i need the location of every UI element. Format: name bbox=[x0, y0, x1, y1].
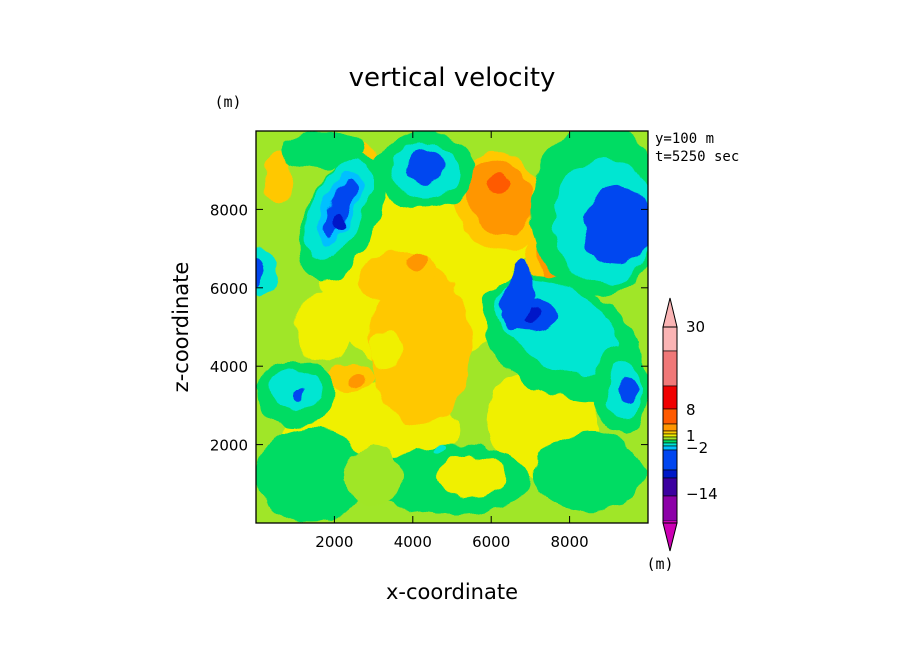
colorbar-label-0: 30 bbox=[686, 318, 705, 336]
y-axis-label: z-coordinate bbox=[169, 262, 193, 393]
colorbar-segment-11 bbox=[662, 423, 678, 432]
contour-region-5 bbox=[369, 268, 472, 425]
contour-region-46 bbox=[436, 456, 507, 496]
colorbar-segment-12 bbox=[662, 408, 678, 425]
colorbar-arrow-bottom bbox=[662, 522, 678, 552]
contour-region-33 bbox=[503, 260, 534, 331]
colorbar-segment-14 bbox=[662, 350, 678, 387]
x-tick-label-2: 6000 bbox=[472, 533, 510, 551]
colorbar-label-1: 8 bbox=[686, 401, 696, 419]
colorbar-segment-4 bbox=[662, 449, 678, 471]
contour-region-16 bbox=[265, 150, 294, 206]
colorbar-segment-13 bbox=[662, 385, 678, 410]
contour-region-48 bbox=[295, 291, 351, 363]
y-tick-label-3: 8000 bbox=[210, 201, 248, 219]
colorbar-segment-8 bbox=[662, 436, 678, 441]
contour-region-11 bbox=[466, 159, 532, 236]
colorbar-label-4: −14 bbox=[686, 485, 718, 503]
contour-region-12 bbox=[488, 172, 510, 192]
contour-region-47 bbox=[369, 330, 402, 371]
colorbar-segment-10 bbox=[662, 430, 678, 435]
colorbar-segment-0 bbox=[663, 521, 677, 523]
contour-fill bbox=[256, 131, 648, 523]
contour-region-22 bbox=[332, 211, 345, 231]
chart-title: vertical velocity bbox=[349, 63, 556, 93]
contour-region-17 bbox=[283, 131, 362, 171]
colorbar-segment-6 bbox=[662, 442, 678, 447]
colorbar-segment-2 bbox=[662, 477, 678, 497]
contour-region-45 bbox=[346, 444, 402, 508]
colorbar: 30 8 1−2 −14 bbox=[662, 297, 718, 552]
colorbar-arrow-top bbox=[662, 297, 678, 328]
y-tick-label-1: 4000 bbox=[210, 358, 248, 376]
x-tick-label-1: 4000 bbox=[394, 533, 432, 551]
info-y: y=100 m bbox=[655, 131, 714, 147]
colorbar-segment-15 bbox=[662, 326, 678, 352]
x-tick-label-3: 8000 bbox=[551, 533, 589, 551]
y-axis-ticks: 2000 4000 6000 8000 bbox=[210, 201, 648, 455]
x-axis-ticks: 2000 4000 6000 8000 bbox=[315, 131, 589, 551]
x-tick-label-0: 2000 bbox=[315, 533, 353, 551]
plot-frame bbox=[255, 130, 649, 524]
colorbar-frame bbox=[662, 326, 678, 524]
colorbar-segment-3 bbox=[662, 469, 678, 479]
contour-region-44 bbox=[534, 432, 645, 512]
contour-region-9 bbox=[350, 374, 366, 390]
contour-region-36 bbox=[618, 376, 639, 404]
colorbar-segment-5 bbox=[662, 445, 678, 451]
contour-region-49 bbox=[434, 444, 447, 453]
colorbar-label-2: 1 bbox=[686, 427, 696, 445]
y-unit-label: (m) bbox=[214, 93, 241, 111]
colorbar-label-3: −2 bbox=[686, 439, 708, 457]
contour-region-21 bbox=[321, 178, 355, 240]
info-t: t=5250 sec bbox=[655, 149, 739, 165]
y-tick-label-0: 2000 bbox=[210, 437, 248, 455]
y-tick-label-2: 6000 bbox=[210, 280, 248, 298]
colorbar-segment-1 bbox=[662, 495, 678, 522]
contour-region-39 bbox=[293, 385, 305, 402]
contour-region-41 bbox=[256, 256, 264, 288]
contour-region-25 bbox=[406, 148, 443, 184]
colorbar-segment-9 bbox=[662, 433, 678, 438]
x-axis-label: x-coordinate bbox=[386, 580, 518, 604]
contour-region-28 bbox=[583, 185, 648, 265]
colorbar-unit: (m) bbox=[646, 555, 673, 573]
contour-region-8 bbox=[404, 250, 429, 271]
colorbar-segment-7 bbox=[662, 439, 678, 444]
contour-region-42 bbox=[256, 428, 366, 523]
